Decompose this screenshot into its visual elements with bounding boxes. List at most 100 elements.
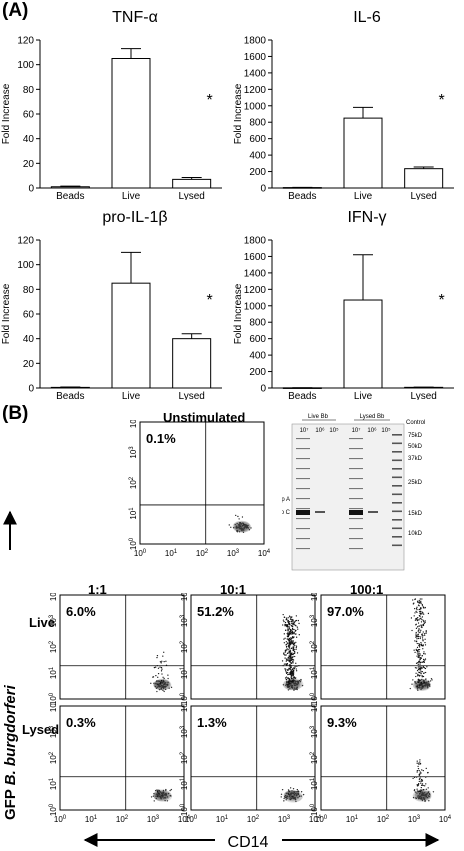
event-dot — [162, 789, 165, 792]
event-dot — [412, 599, 414, 601]
event-dot — [288, 649, 290, 651]
event-dot — [416, 646, 419, 649]
event-dot — [288, 673, 290, 676]
event-dot — [282, 619, 285, 621]
ladder-band — [392, 451, 402, 453]
event-dot — [158, 688, 161, 691]
y-axis-label: Fold Increase — [233, 83, 244, 144]
event-dot — [417, 767, 420, 770]
event-dot — [293, 689, 295, 691]
event-dot — [414, 598, 416, 601]
event-dot — [287, 636, 289, 638]
event-dot — [423, 661, 425, 663]
event-dot — [153, 682, 155, 685]
event-dot — [291, 657, 293, 659]
event-dot — [425, 776, 427, 778]
event-dot — [291, 672, 294, 674]
event-dot — [287, 624, 289, 626]
y-tick-label: 102 — [310, 640, 319, 653]
event-dot — [429, 680, 432, 682]
lane-band — [296, 468, 310, 470]
gel-group-label: Lysed Bb — [360, 414, 385, 420]
event-dot — [288, 796, 291, 798]
tick-exponent: 1 — [355, 815, 359, 821]
event-dot — [290, 792, 292, 795]
event-dot — [295, 662, 297, 664]
event-dot — [295, 677, 297, 679]
event-dot — [284, 629, 287, 632]
event-dot — [283, 797, 285, 800]
y-tick-label: 104 — [310, 593, 319, 601]
cell-population — [412, 759, 435, 803]
y-tick-label: 104 — [180, 704, 189, 712]
y-tick-label: 101 — [49, 777, 58, 790]
ladder-band — [392, 536, 402, 538]
event-dot — [422, 658, 425, 661]
event-dot — [425, 631, 427, 633]
event-dot — [161, 660, 163, 662]
y-tick-label: 1200 — [244, 85, 267, 96]
marker-label: 10kD — [408, 531, 423, 537]
cell-population — [281, 614, 304, 691]
event-dot — [289, 660, 291, 662]
event-dot — [287, 673, 289, 676]
event-dot — [288, 651, 290, 653]
event-dot — [422, 606, 425, 608]
bar-live — [111, 282, 151, 389]
event-dot — [421, 684, 423, 686]
event-dot — [287, 659, 290, 661]
event-dot — [169, 789, 171, 792]
x-tick-label: 102 — [196, 549, 209, 558]
event-dot — [236, 530, 238, 532]
tick-exponent: 0 — [310, 803, 316, 807]
event-dot — [292, 621, 294, 623]
tick-exponent: 0 — [194, 815, 198, 821]
event-dot — [291, 796, 293, 798]
event-dot — [419, 663, 421, 665]
event-dot — [418, 791, 420, 793]
event-dot — [285, 617, 288, 619]
event-dot — [239, 525, 242, 527]
event-dot — [417, 689, 419, 691]
event-dot — [425, 683, 427, 685]
osp-c-band — [349, 510, 363, 515]
x-tick-label: 104 — [178, 815, 190, 824]
event-dot — [158, 684, 160, 687]
event-dot — [425, 678, 427, 680]
event-dot — [419, 598, 421, 600]
event-dot — [422, 784, 424, 787]
event-dot — [289, 654, 292, 657]
event-dot — [164, 682, 166, 684]
event-dot — [293, 621, 296, 623]
y-tick-label: 60 — [23, 310, 35, 321]
gel-lane-label: 10⁵ — [381, 427, 391, 434]
event-dot — [156, 690, 158, 693]
event-dot — [416, 684, 418, 687]
event-dot — [421, 616, 424, 618]
event-dot — [424, 667, 427, 670]
ladder-band — [392, 434, 402, 436]
event-dot — [241, 516, 244, 518]
event-dot — [423, 682, 425, 684]
unstimulated-title: Unstimulated — [163, 410, 246, 425]
event-dot — [239, 521, 242, 524]
event-dot — [289, 673, 292, 675]
lane-band — [296, 478, 310, 480]
event-dot — [292, 618, 294, 621]
event-dot — [295, 688, 297, 691]
event-dot — [287, 789, 290, 791]
event-dot — [288, 631, 290, 633]
event-dot — [289, 667, 291, 670]
ladder-band — [392, 519, 402, 521]
gate-percentage: 97.0% — [327, 604, 364, 619]
y-tick-label: 0 — [28, 184, 34, 195]
event-dot — [241, 527, 243, 530]
tick-exponent: 0 — [143, 549, 147, 555]
lane-band — [349, 518, 363, 520]
x-tick-label: 101 — [165, 549, 178, 558]
event-dot — [247, 527, 250, 529]
event-dot — [162, 676, 164, 678]
tick-exponent: 0 — [129, 537, 135, 541]
event-dot — [416, 784, 418, 786]
event-dot — [242, 522, 244, 524]
